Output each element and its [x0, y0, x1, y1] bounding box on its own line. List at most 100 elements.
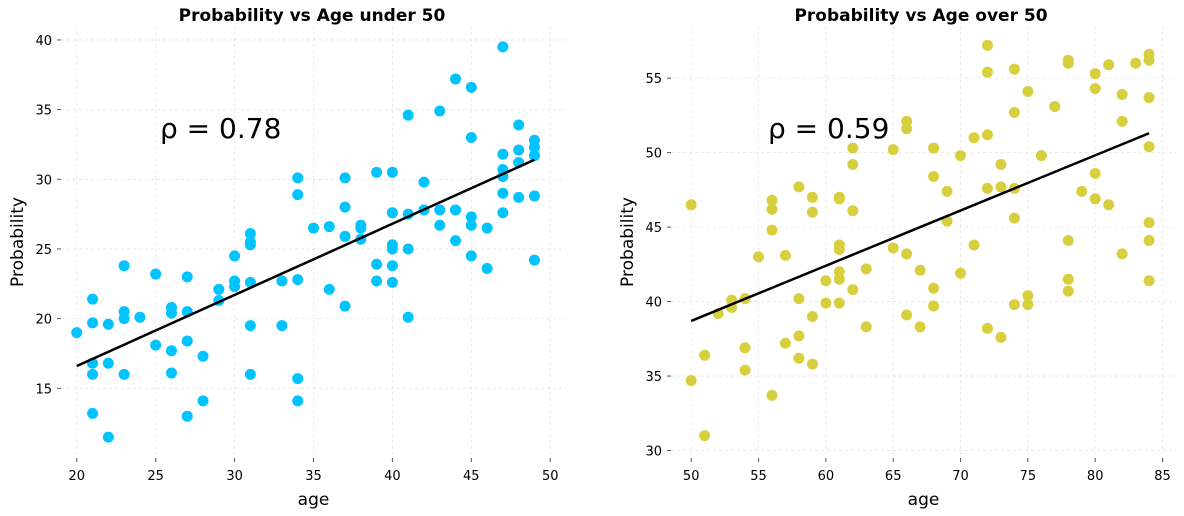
scatter-point	[528, 190, 540, 202]
scatter-point	[87, 368, 99, 380]
correlation-annotation: ρ = 0.59	[768, 112, 889, 145]
x-tick-label: 50	[683, 469, 700, 484]
scatter-point	[197, 350, 209, 362]
x-tick-label: 35	[305, 469, 322, 484]
scatter-point	[901, 248, 913, 260]
scatter-point	[465, 131, 477, 143]
scatter-point	[528, 141, 540, 153]
scatter-point	[386, 243, 398, 255]
scatter-point	[847, 142, 859, 154]
scatter-point	[528, 254, 540, 266]
scatter-point	[150, 268, 162, 280]
x-tick-label: 20	[69, 469, 86, 484]
scatter-point	[418, 176, 430, 188]
scatter-point	[685, 375, 697, 387]
scatter-point	[847, 284, 859, 296]
scatter-point	[766, 203, 778, 215]
scatter-point	[339, 201, 351, 213]
scatter-point	[968, 239, 980, 251]
scatter-point	[497, 187, 509, 199]
scatter-point	[181, 335, 193, 347]
y-tick-label: 40	[645, 296, 662, 311]
scatter-point	[1062, 235, 1074, 247]
scatter-point	[860, 263, 872, 275]
scatter-point	[323, 283, 335, 295]
y-tick-label: 20	[35, 313, 52, 328]
scatter-point	[833, 193, 845, 205]
x-axis-label: age	[908, 490, 940, 510]
scatter-point	[102, 357, 114, 369]
scatter-point	[1143, 54, 1155, 66]
scatter-point	[497, 41, 509, 53]
chart-over-50: 50 55 60 65 70 75 80 85 30 35 40 45 50 55 ρ = 0.59 Prob…	[618, 6, 1176, 510]
scatter-point	[981, 66, 993, 78]
scatter-point	[1143, 217, 1155, 229]
scatter-point	[955, 267, 967, 279]
scatter-point	[685, 199, 697, 211]
scatter-point	[914, 264, 926, 276]
regression-line	[690, 132, 1150, 323]
scatter-point	[833, 273, 845, 285]
scatter-point	[339, 230, 351, 242]
scatter-point	[434, 219, 446, 231]
scatter-point	[1035, 150, 1047, 162]
scatter-point	[339, 172, 351, 184]
scatter-point	[1143, 92, 1155, 104]
scatter-point	[181, 410, 193, 422]
scatter-point	[928, 142, 940, 154]
chart-under-50: 20 25 30 35 40 45 50 15 20 25 30 35 40 ρ = 0.78 Probab…	[8, 6, 566, 510]
scatter-point	[806, 206, 818, 218]
scatter-point	[981, 39, 993, 51]
scatter-point	[766, 389, 778, 401]
scatter-point	[513, 191, 525, 203]
scatter-point	[1008, 106, 1020, 118]
scatter-point	[1103, 199, 1115, 211]
scatter-point	[820, 275, 832, 287]
scatter-point	[181, 271, 193, 283]
scatter-point	[779, 249, 791, 261]
scatter-point	[753, 251, 765, 263]
scatter-point	[1022, 86, 1034, 98]
scatter-point	[955, 150, 967, 162]
scatter-point	[1089, 68, 1101, 80]
scatter-point	[481, 262, 493, 274]
scatter-point	[1049, 100, 1061, 112]
scatter-point	[355, 222, 367, 234]
scatter-point	[1022, 290, 1034, 302]
scatter-point	[102, 318, 114, 330]
scatter-point	[1008, 299, 1020, 311]
scatter-point	[941, 185, 953, 197]
scatter-point	[1022, 299, 1034, 311]
scatter-point	[793, 330, 805, 342]
scatter-point	[1103, 59, 1115, 71]
scatter-point	[371, 275, 383, 287]
scatter-point	[806, 310, 818, 322]
scatter-point	[165, 345, 177, 357]
scatter-point	[928, 170, 940, 182]
x-tick-label: 45	[463, 469, 480, 484]
scatter-point	[995, 159, 1007, 171]
correlation-annotation: ρ = 0.78	[160, 112, 281, 145]
scatter-point	[244, 320, 256, 332]
scatter-point	[165, 307, 177, 319]
scatter-point	[386, 207, 398, 219]
scatter-point	[1089, 83, 1101, 95]
scatter-point	[1008, 212, 1020, 224]
scatter-point	[386, 260, 398, 272]
scatter-point	[465, 211, 477, 223]
scatter-point	[968, 132, 980, 144]
y-tick-label: 35	[645, 370, 662, 385]
scatter-point	[887, 242, 899, 254]
scatter-point	[1062, 285, 1074, 297]
scatter-point	[806, 358, 818, 370]
x-axis-label: age	[298, 490, 330, 510]
scatter-point	[87, 317, 99, 329]
scatter-point	[229, 250, 241, 262]
scatter-point	[739, 364, 751, 376]
scatter-point	[87, 293, 99, 305]
scatter-point	[118, 368, 130, 380]
scatter-point	[386, 166, 398, 178]
x-tick-label: 65	[885, 469, 902, 484]
scatter-point	[292, 172, 304, 184]
scatter-point	[244, 276, 256, 288]
